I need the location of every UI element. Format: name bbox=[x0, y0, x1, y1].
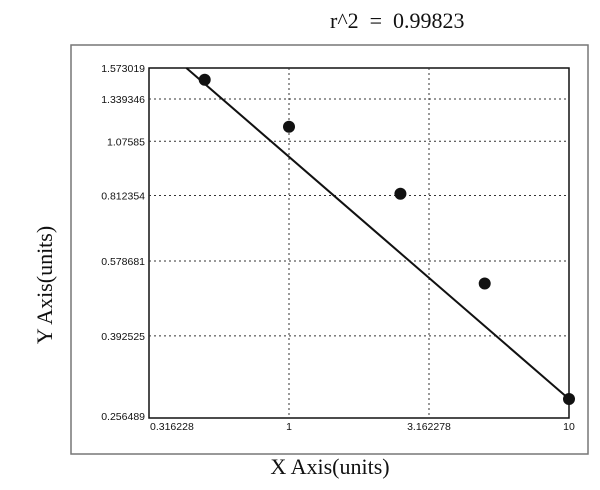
data-point bbox=[282, 120, 295, 133]
y-tick-label: 0.578681 bbox=[101, 256, 145, 268]
y-axis-label: Y Axis(units) bbox=[32, 226, 57, 344]
y-tick-label: 0.392525 bbox=[101, 331, 145, 343]
plot-area bbox=[148, 67, 570, 419]
x-tick-label: 0.316228 bbox=[150, 421, 194, 433]
data-point bbox=[563, 393, 575, 406]
x-tick-label: 1 bbox=[286, 421, 292, 433]
y-tick-label: 1.07585 bbox=[107, 136, 145, 148]
y-tick-label: 0.256489 bbox=[101, 411, 145, 423]
y-tick-label: 1.573019 bbox=[101, 63, 145, 75]
data-points bbox=[198, 73, 575, 406]
x-tick-label: 3.162278 bbox=[407, 421, 451, 433]
x-tick-label: 10 bbox=[563, 421, 575, 433]
data-point bbox=[394, 187, 407, 200]
y-tick-labels: 1.573019 1.339346 1.07585 0.812354 0.578681 0… bbox=[101, 63, 145, 423]
x-axis-label: X Axis(units) bbox=[270, 454, 389, 479]
y-tick-label: 1.339346 bbox=[101, 94, 145, 106]
data-point bbox=[198, 73, 211, 86]
r-squared-annotation: r^2 = 0.99823 bbox=[330, 8, 465, 33]
fit-line bbox=[185, 67, 570, 400]
data-point bbox=[478, 277, 491, 290]
grid-lines bbox=[149, 68, 569, 418]
x-tick-labels: 0.316228 1 3.162278 10 bbox=[150, 421, 575, 433]
fit-line-group bbox=[185, 67, 570, 400]
y-tick-label: 0.812354 bbox=[101, 191, 145, 203]
